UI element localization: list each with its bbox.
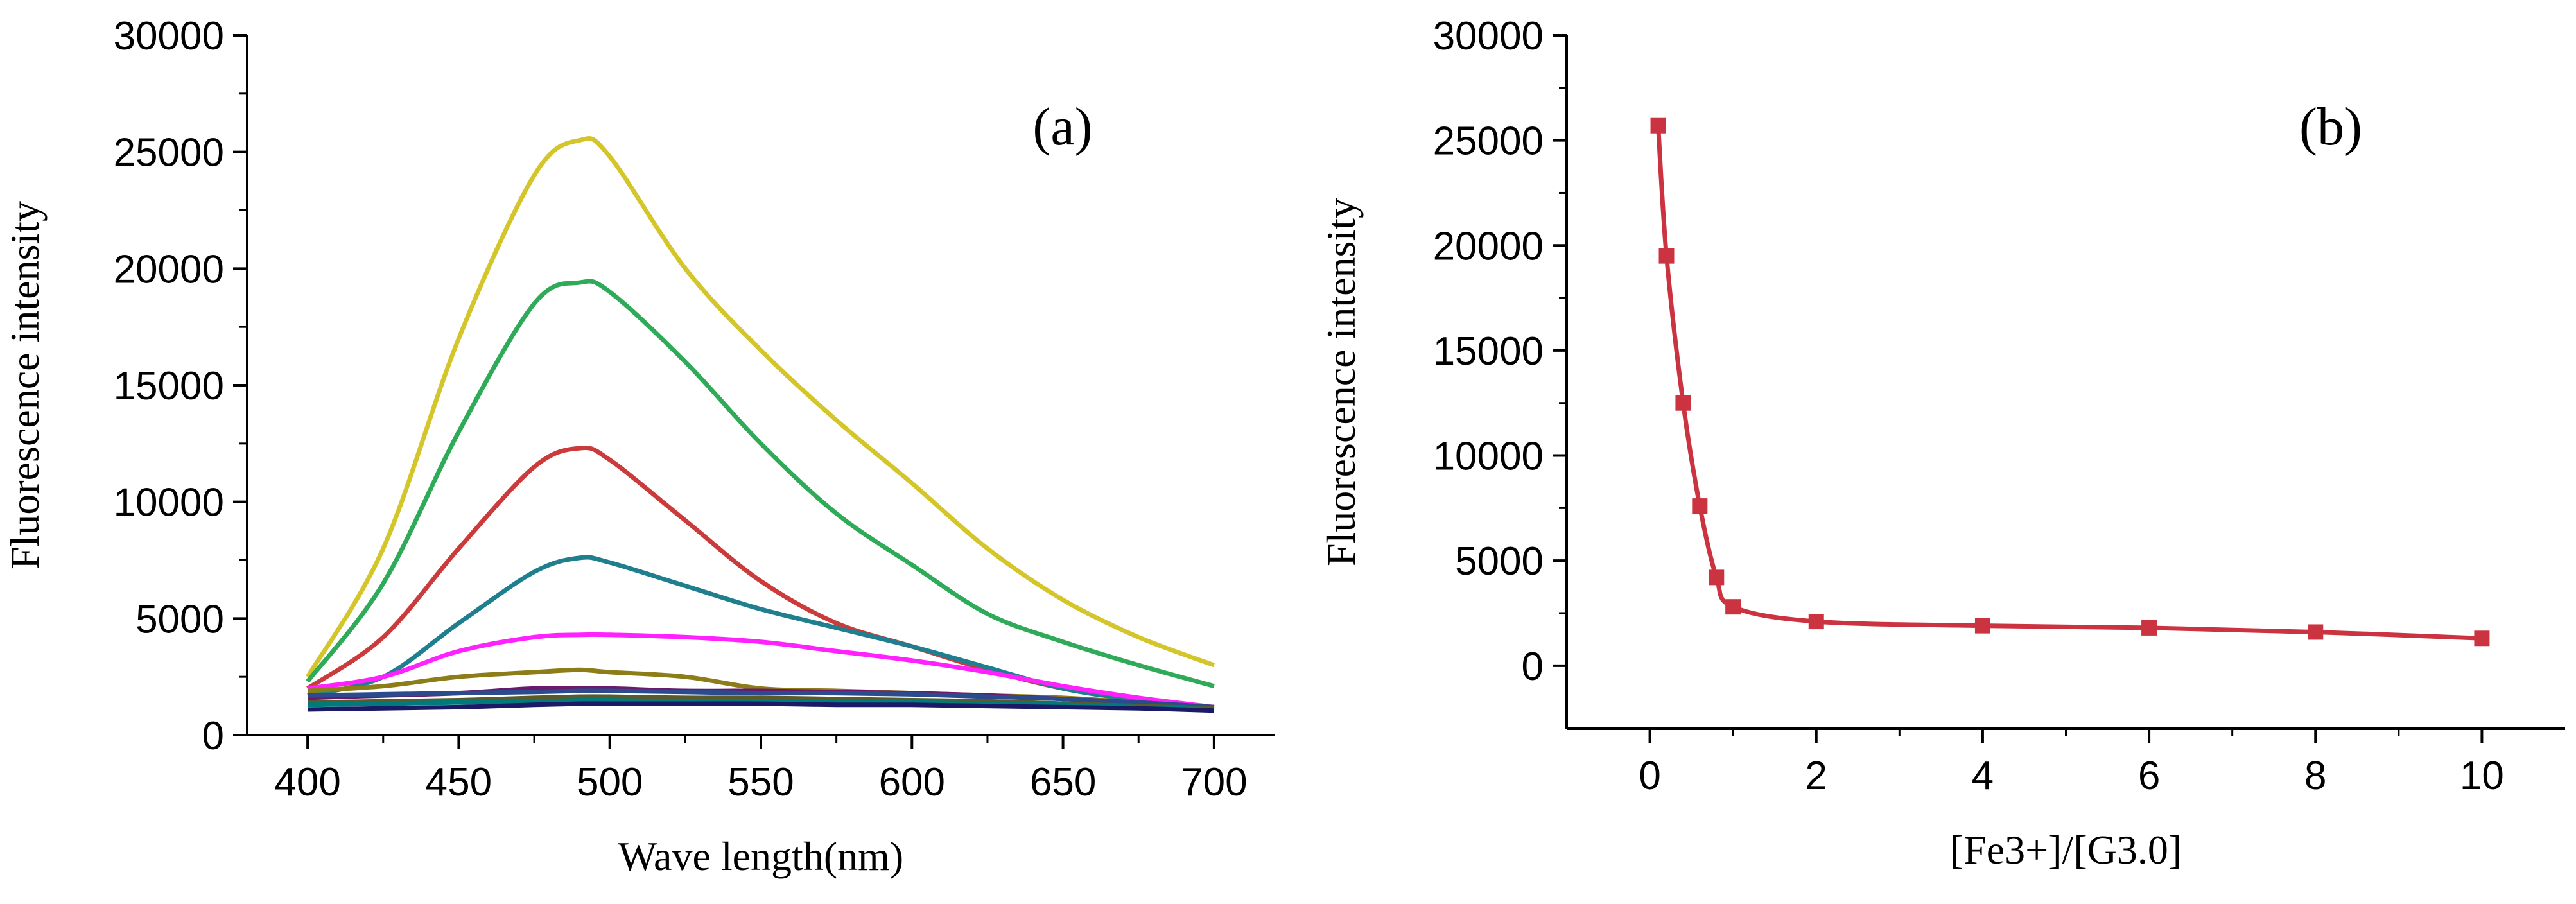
y-tick-label: 0	[202, 714, 224, 758]
y-tick-label: 20000	[114, 247, 224, 291]
x-tick-label: 450	[426, 760, 492, 804]
x-tick-label: 6	[2138, 754, 2160, 798]
series-line-curve-3	[306, 446, 1215, 712]
data-point	[1725, 599, 1741, 615]
series-line-curve-11	[308, 701, 1215, 713]
data-point	[1974, 618, 1990, 634]
x-tick-label: 2	[1806, 754, 1827, 798]
data-point	[1709, 569, 1725, 586]
y-tick-label: 10000	[114, 481, 224, 525]
data-point	[1650, 117, 1666, 134]
fit-curve	[1656, 125, 2482, 641]
y-tick-label: 10000	[1433, 435, 1544, 479]
panel-label: (b)	[2299, 97, 2362, 157]
data-point	[2141, 620, 2157, 636]
panel-label: (a)	[1032, 97, 1092, 157]
data-point	[2474, 630, 2490, 647]
y-tick-label: 5000	[135, 597, 224, 641]
y-tick-label: 30000	[1433, 14, 1544, 58]
series-line-curve-2	[306, 279, 1215, 689]
y-tick-label: 25000	[114, 131, 224, 175]
x-tick-label: 600	[879, 760, 945, 804]
y-tick-label: 30000	[114, 14, 224, 58]
panel-b: 0 5000 10000 15000 20000 25000 30000 0 2 4 6 8 10 [Fe…	[1318, 14, 2565, 873]
x-axis-title: [Fe3+]/[G3.0]	[1950, 827, 2182, 873]
data-point	[1675, 395, 1691, 411]
y-tick-label: 0	[1522, 645, 1544, 689]
y-tick-label: 25000	[1433, 119, 1544, 164]
data-point	[1808, 614, 1824, 630]
x-tick-label: 10	[2460, 754, 2504, 798]
data-point	[2308, 624, 2324, 640]
y-tick-label: 15000	[114, 364, 224, 408]
y-tick-label: 20000	[1433, 224, 1544, 268]
x-tick-label: 550	[727, 760, 794, 804]
x-tick-label: 700	[1181, 760, 1247, 804]
data-point	[1658, 248, 1675, 264]
x-tick-label: 500	[577, 760, 643, 804]
y-axis-title: Fluorescence intensity	[2, 201, 48, 569]
data-point	[1692, 498, 1708, 514]
x-axis-title: Wave length(nm)	[618, 833, 903, 879]
x-tick-label: 0	[1639, 754, 1660, 798]
series-line-curve-8	[308, 688, 1215, 709]
panel-a: 0 5000 10000 15000 20000 25000 30000 400 450 500 5…	[2, 14, 1275, 879]
y-tick-label: 5000	[1455, 539, 1544, 584]
x-tick-label: 8	[2304, 754, 2326, 798]
x-tick-label: 4	[1972, 754, 1994, 798]
y-tick-label: 15000	[1433, 329, 1544, 374]
series-line-curve-5	[307, 632, 1215, 709]
x-tick-label: 400	[274, 760, 340, 804]
series-line-curve-1	[306, 136, 1215, 678]
x-tick-label: 650	[1030, 760, 1096, 804]
y-axis-title: Fluorescence intensity	[1318, 198, 1364, 566]
series-line-curve-10	[308, 697, 1215, 712]
